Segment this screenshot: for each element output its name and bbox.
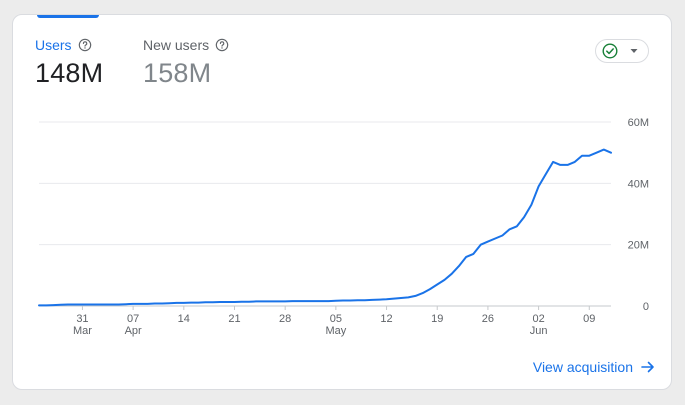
y-tick-label: 40M — [628, 178, 649, 190]
y-tick-label: 20M — [628, 240, 649, 252]
x-tick-label: 12 — [380, 313, 392, 325]
x-tick-label: 09 — [583, 313, 595, 325]
x-tick-label: 07 — [127, 313, 139, 325]
x-tick-month-label: Jun — [530, 325, 548, 337]
y-tick-label: 60M — [628, 117, 649, 129]
view-acquisition-link[interactable]: View acquisition — [533, 359, 655, 375]
x-tick-label: 19 — [431, 313, 443, 325]
users-metric-value: 148M — [35, 58, 104, 88]
check-circle-icon — [602, 43, 618, 59]
x-tick-label: 26 — [482, 313, 494, 325]
x-tick-month-label: Mar — [73, 325, 92, 337]
y-tick-label: 0 — [643, 301, 649, 313]
users-series-line — [38, 148, 612, 307]
help-icon[interactable] — [78, 38, 92, 52]
x-tick-label: 28 — [279, 313, 291, 325]
x-tick-label: 31 — [76, 313, 88, 325]
x-tick-month-label: May — [325, 325, 346, 337]
new-users-metric-value: 158M — [143, 58, 212, 88]
view-acquisition-label: View acquisition — [532, 359, 633, 375]
x-tick-label: 02 — [532, 313, 544, 325]
users-metric-tab[interactable]: Users 148M — [35, 37, 103, 89]
new-users-metric-tab[interactable]: New users 158M — [143, 37, 229, 89]
x-tick-label: 14 — [178, 313, 190, 325]
x-tick-label: 05 — [330, 313, 342, 325]
status-dropdown[interactable] — [595, 39, 649, 63]
arrow-right-icon — [641, 361, 654, 373]
caret-down-icon — [630, 49, 638, 53]
new-users-metric-label: New users — [143, 37, 210, 53]
x-tick-label: 21 — [228, 313, 240, 325]
x-tick-month-label: Apr — [125, 325, 142, 337]
active-tab-indicator — [37, 15, 99, 18]
help-icon[interactable] — [215, 38, 229, 52]
users-metric-label: Users — [35, 37, 72, 53]
